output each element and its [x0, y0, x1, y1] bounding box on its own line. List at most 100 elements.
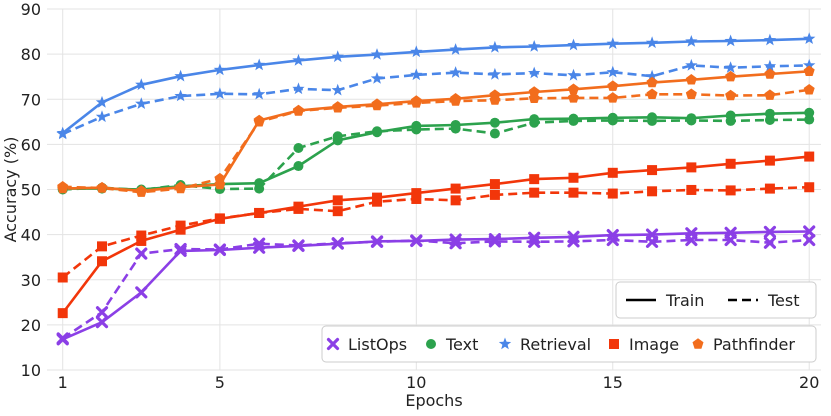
legend-marker-listops	[326, 337, 340, 351]
data-point-text-test	[804, 114, 815, 125]
data-point-pathfinder-test	[528, 92, 540, 103]
data-point-image-test	[136, 230, 147, 241]
data-point-listops-test	[449, 237, 462, 250]
data-point-listops-test	[370, 235, 384, 248]
data-point-image-train	[647, 165, 658, 176]
data-point-text-test	[450, 123, 461, 134]
y-tick-label: 10	[21, 361, 41, 380]
data-point-retrieval-train	[95, 95, 109, 108]
series-line-retrieval-train	[61, 37, 810, 135]
data-point-pathfinder-test	[450, 95, 462, 106]
data-point-image-train	[411, 188, 422, 199]
data-point-text-train	[293, 161, 304, 172]
data-point-listops-test	[606, 233, 619, 247]
data-point-pathfinder-test	[332, 102, 344, 113]
x-tick-label: 5	[215, 373, 225, 392]
data-point-text-test	[568, 115, 579, 126]
y-axis-label: Accuracy (%)	[1, 137, 20, 243]
data-point-pathfinder-test	[646, 88, 658, 99]
data-point-retrieval-train	[803, 32, 816, 44]
data-point-image-test	[175, 220, 186, 231]
data-point-retrieval-test	[135, 97, 148, 109]
data-point-retrieval-train	[213, 63, 227, 76]
data-point-listops-test	[685, 233, 698, 247]
data-point-pathfinder-test	[568, 92, 579, 103]
data-point-retrieval-test	[174, 89, 187, 102]
data-point-retrieval-test	[803, 58, 816, 71]
data-point-retrieval-train	[606, 37, 619, 49]
data-point-text-test	[647, 115, 658, 126]
data-point-image-train	[568, 172, 579, 183]
data-point-retrieval-train	[174, 69, 187, 82]
data-point-text-test	[686, 115, 697, 126]
data-point-pathfinder-test	[725, 89, 737, 101]
legend-label-image: Image	[629, 335, 679, 354]
data-point-retrieval-train	[292, 53, 305, 66]
data-point-image-test	[607, 188, 618, 199]
data-point-image-test	[332, 206, 343, 217]
data-point-retrieval-test	[645, 69, 659, 82]
data-point-pathfinder-test	[135, 186, 147, 197]
data-point-pathfinder-train	[685, 74, 697, 85]
data-point-listops-test	[567, 235, 580, 248]
legend-tasks: ListOps Text Retrieval Image Pathfinder	[321, 325, 817, 363]
data-point-retrieval-train	[410, 45, 423, 58]
x-axis-label: Epochs	[405, 391, 462, 410]
data-point-listops-test	[174, 242, 187, 256]
data-point-image-train	[686, 162, 697, 173]
y-tick-label: 50	[21, 181, 41, 200]
data-point-listops-test	[488, 235, 501, 248]
data-point-pathfinder-test	[214, 172, 226, 184]
data-point-retrieval-test	[528, 66, 541, 79]
data-point-image-train	[529, 174, 540, 185]
data-point-text-test	[725, 115, 736, 126]
legend-train-test: Train Test	[615, 281, 817, 319]
series-line-pathfinder-test	[62, 88, 810, 194]
data-point-retrieval-test	[449, 66, 462, 78]
data-point-image-train	[489, 179, 500, 190]
data-point-pathfinder-test	[410, 97, 422, 108]
data-point-text-test	[332, 131, 343, 142]
x-tick-labels: 1 5 10 15 20	[58, 373, 820, 392]
series-line-listops-train	[62, 230, 810, 341]
data-point-retrieval-train	[488, 40, 502, 53]
data-point-image-test	[568, 187, 579, 198]
data-point-listops-test	[213, 243, 226, 256]
data-point-image-test	[411, 193, 422, 204]
data-point-retrieval-test	[410, 68, 423, 81]
data-point-listops-train	[803, 225, 816, 238]
data-point-image-train	[97, 256, 108, 267]
data-point-pathfinder-test	[96, 182, 108, 193]
data-point-retrieval-train	[645, 36, 659, 49]
x-tick-label: 15	[603, 373, 623, 392]
data-point-image-test	[647, 186, 658, 197]
data-point-pathfinder-train	[607, 80, 619, 91]
data-point-retrieval-train	[724, 34, 737, 47]
data-point-image-test	[450, 195, 461, 206]
data-point-listops-test	[135, 247, 148, 260]
data-point-listops-test	[528, 235, 541, 248]
data-point-listops-train	[135, 286, 148, 299]
data-point-listops-test	[292, 239, 305, 252]
series-line-text-test	[62, 118, 810, 192]
legend-marker-text	[426, 339, 436, 349]
y-tick-labels: 10 20 30 40 50 60 70 80 90	[21, 0, 41, 380]
data-point-image-train	[136, 235, 147, 246]
data-point-listops-test	[724, 233, 737, 247]
data-point-image-test	[725, 185, 736, 196]
data-point-image-test	[489, 189, 500, 200]
data-point-image-train	[764, 155, 775, 166]
data-point-retrieval-train	[763, 33, 777, 46]
y-tick-label: 70	[21, 90, 41, 109]
series-line-listops-test	[61, 238, 810, 340]
data-point-image-test	[764, 183, 775, 194]
data-point-image-train	[57, 308, 68, 319]
data-point-pathfinder-test	[489, 94, 501, 105]
data-point-image-test	[686, 184, 697, 195]
x-tick-label: 1	[58, 373, 68, 392]
data-point-image-train	[332, 195, 343, 206]
data-point-listops-test	[763, 236, 777, 249]
legend-marker-pathfinder	[692, 338, 704, 349]
data-point-retrieval-test	[763, 59, 777, 72]
data-point-retrieval-test	[724, 61, 737, 73]
